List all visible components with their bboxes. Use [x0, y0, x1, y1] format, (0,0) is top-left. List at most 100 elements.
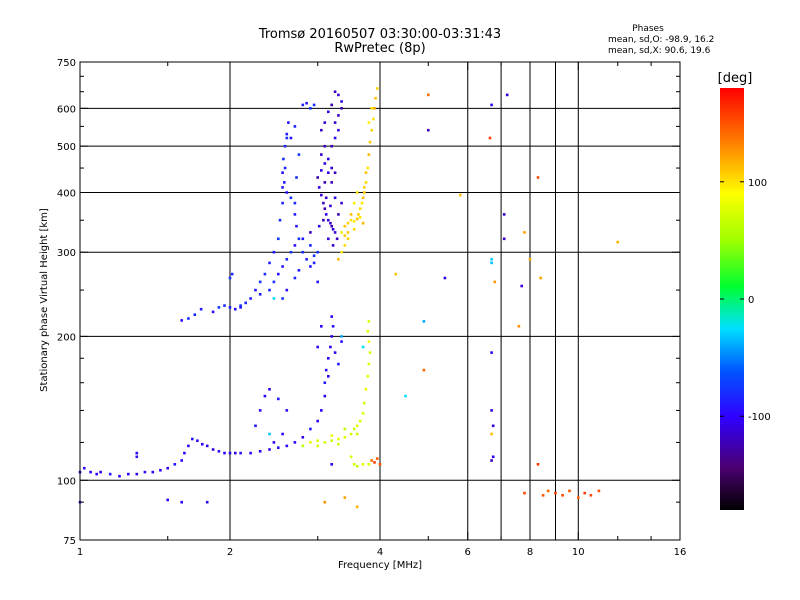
data-point: [281, 265, 284, 268]
phase-info-heading: Phases: [632, 24, 664, 34]
data-points: [78, 87, 619, 509]
data-point: [289, 196, 293, 200]
data-point: [281, 171, 284, 174]
data-point: [285, 132, 289, 136]
data-point: [283, 166, 287, 170]
data-point: [283, 181, 286, 184]
data-point: [340, 231, 343, 234]
data-point: [316, 419, 319, 423]
data-point: [337, 437, 340, 441]
data-point: [427, 93, 430, 97]
data-point: [268, 261, 271, 265]
data-point: [330, 315, 333, 318]
data-point: [230, 272, 234, 276]
data-point: [268, 432, 271, 436]
data-point: [364, 171, 368, 174]
data-point: [180, 319, 183, 322]
axis-ticks: 1 2 4 6 8 10 16 75 100 200 300 400 500 600 750: [57, 58, 686, 558]
data-point: [282, 157, 285, 161]
data-point: [293, 441, 297, 444]
data-point: [254, 424, 257, 428]
data-point: [127, 472, 130, 476]
y-tick-label: 200: [57, 332, 76, 343]
data-point: [376, 87, 379, 90]
data-point: [376, 457, 379, 460]
data-point: [135, 472, 139, 476]
data-point: [258, 450, 262, 453]
data-point: [272, 441, 276, 444]
data-point: [191, 437, 194, 441]
data-point: [323, 381, 327, 384]
data-point: [368, 351, 372, 354]
data-point: [295, 176, 298, 179]
colorbar-ticks: -100 0 100: [720, 178, 771, 423]
data-point: [293, 125, 297, 128]
data-point: [283, 144, 287, 148]
data-point: [490, 103, 493, 107]
data-point: [151, 470, 155, 474]
data-point: [331, 244, 335, 247]
data-point: [317, 224, 321, 228]
data-point: [363, 191, 366, 194]
data-point: [277, 397, 280, 401]
data-point: [370, 107, 373, 110]
data-point: [108, 472, 112, 476]
data-point: [343, 436, 347, 439]
data-point: [320, 169, 323, 172]
data-point: [293, 213, 297, 216]
data-point: [352, 463, 356, 466]
data-point: [272, 280, 276, 284]
grid: [80, 62, 680, 540]
data-point: [180, 500, 183, 504]
y-tick-label: 400: [57, 188, 76, 199]
data-point: [166, 498, 169, 502]
data-point: [367, 362, 371, 366]
data-point: [491, 424, 495, 428]
data-point: [346, 237, 350, 241]
data-point: [323, 121, 327, 124]
data-point: [312, 261, 316, 265]
data-point: [316, 444, 319, 448]
data-point: [316, 439, 319, 442]
data-point: [258, 280, 262, 284]
data-point: [361, 412, 365, 415]
data-point: [541, 494, 545, 497]
x-axis-label: Frequency [MHz]: [338, 560, 422, 571]
data-point: [561, 494, 564, 497]
data-point: [490, 459, 493, 462]
data-point: [352, 220, 356, 223]
data-point: [546, 489, 550, 493]
data-point: [346, 221, 350, 225]
data-point: [343, 496, 347, 499]
data-point: [316, 250, 319, 254]
data-point: [373, 107, 376, 110]
colorbar-tick-label: 100: [748, 178, 767, 189]
data-point: [293, 244, 297, 247]
data-point: [301, 250, 305, 254]
data-point: [459, 193, 462, 197]
data-point: [309, 427, 312, 431]
data-point: [293, 276, 297, 280]
data-point: [89, 470, 92, 474]
data-point: [536, 463, 540, 466]
data-point: [289, 250, 293, 254]
y-tick-label: 500: [57, 142, 76, 153]
data-point: [370, 128, 373, 132]
data-point: [327, 375, 330, 378]
data-point: [337, 93, 340, 97]
data-point: [244, 301, 247, 305]
data-point: [378, 463, 382, 466]
data-point: [333, 90, 337, 93]
data-point: [589, 494, 593, 497]
data-point: [340, 201, 343, 205]
data-point: [234, 307, 237, 311]
data-point: [337, 362, 340, 366]
x-tick-label: 4: [377, 547, 383, 558]
data-point: [316, 345, 319, 349]
data-point: [330, 224, 333, 228]
data-point: [331, 228, 335, 231]
data-point: [577, 496, 580, 499]
data-point: [333, 136, 337, 140]
data-point: [330, 335, 333, 338]
data-point: [360, 201, 364, 205]
